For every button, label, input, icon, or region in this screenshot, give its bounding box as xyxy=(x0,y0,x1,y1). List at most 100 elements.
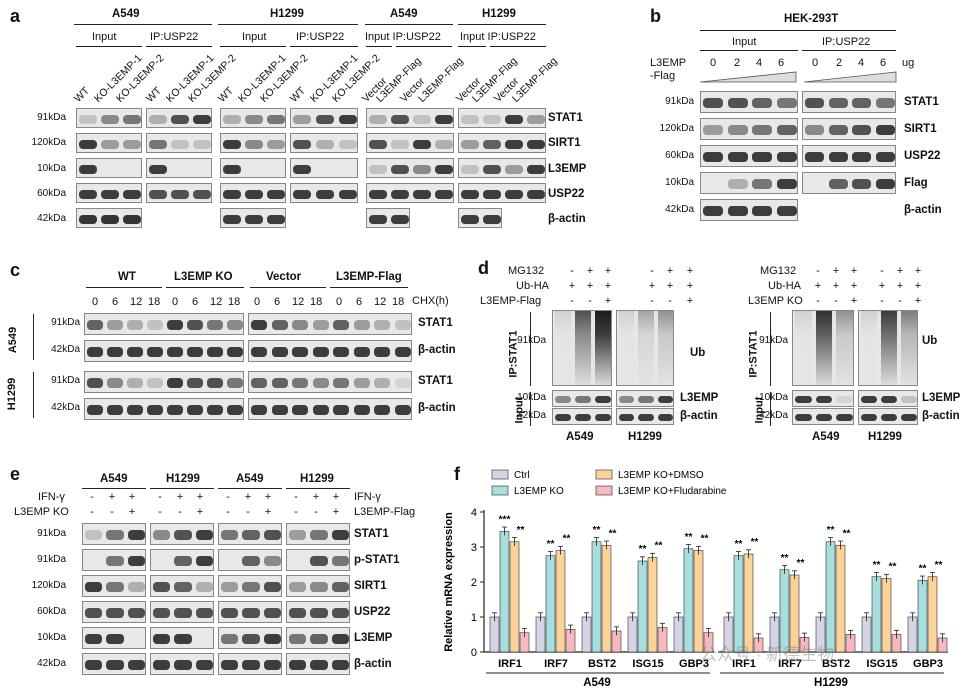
lane-wt: WT xyxy=(71,84,92,105)
blot-panel xyxy=(286,549,350,571)
panel-b-dose-4b: 4 xyxy=(858,57,865,69)
d-sign: + xyxy=(666,265,674,277)
panel-a-input-2: Input xyxy=(242,31,267,43)
e-sign: + xyxy=(244,491,252,503)
legend-swatch xyxy=(595,469,613,480)
e-marker: 60kDa xyxy=(37,606,66,617)
d-sign: + xyxy=(832,265,840,277)
blot-band xyxy=(338,189,357,199)
mw-10: 10kDa xyxy=(37,163,66,174)
e-group-2: H1299 xyxy=(166,473,200,485)
blot-band xyxy=(555,413,571,422)
d-sign: + xyxy=(850,265,858,277)
blot-panel xyxy=(458,108,546,128)
blot-panel xyxy=(84,398,244,420)
blot-band xyxy=(147,378,163,388)
blot-band xyxy=(413,189,431,199)
blot-panel xyxy=(150,523,214,545)
prot-l3emp: L3EMP xyxy=(548,163,587,175)
blot-band xyxy=(171,139,189,149)
blot-panel xyxy=(290,108,358,128)
mw-120: 120kDa xyxy=(31,137,66,148)
blot-band xyxy=(171,189,189,199)
blot-band xyxy=(505,114,523,124)
sig-label: ** xyxy=(701,534,709,545)
blot-panel xyxy=(458,133,546,153)
d-sign: - xyxy=(650,265,654,277)
d-sign: + xyxy=(914,280,922,292)
blot-band xyxy=(527,189,545,199)
e-row-ifn: IFN-γ xyxy=(38,491,65,503)
sig-label: ** xyxy=(935,560,943,571)
blot-band xyxy=(195,556,213,566)
ub-smear xyxy=(881,311,897,385)
e-group-3: A549 xyxy=(236,473,264,485)
blot-panel xyxy=(150,653,214,675)
group-label: H1299 xyxy=(814,677,848,689)
blot-band xyxy=(331,660,349,670)
blot-panel xyxy=(150,627,214,649)
blot-panel xyxy=(82,601,146,623)
blot-band xyxy=(618,413,635,422)
blot-panel xyxy=(286,627,350,649)
blot-band xyxy=(271,405,288,415)
bar xyxy=(861,616,872,653)
d-sign: + xyxy=(814,280,822,292)
blot-band xyxy=(315,189,335,199)
bar xyxy=(733,555,744,653)
blot-band xyxy=(527,139,545,149)
panel-c-label: c xyxy=(10,260,21,280)
e-protein: β-actin xyxy=(354,658,392,670)
blot-band xyxy=(293,164,312,174)
blot-band xyxy=(292,320,309,330)
y-tick-label: 1 xyxy=(471,612,477,624)
blot-band xyxy=(147,320,163,330)
blot-band xyxy=(836,395,853,404)
e-sign: + xyxy=(196,491,204,503)
c-prot-4: β-actin xyxy=(418,402,456,414)
d-sign: + xyxy=(896,280,904,292)
blot-band xyxy=(483,214,501,224)
blot-band xyxy=(727,98,748,108)
d-row-mg132: MG132 xyxy=(508,265,545,277)
blot-band xyxy=(703,206,724,216)
blot-band xyxy=(310,582,328,592)
blot-band xyxy=(187,320,203,330)
e-sign: - xyxy=(110,506,114,518)
blot-band xyxy=(221,660,239,670)
blot-band xyxy=(527,114,545,124)
blot-band xyxy=(87,378,103,388)
blot-band xyxy=(727,206,748,216)
watermark: 公众号 · 新德生物 xyxy=(700,645,835,664)
panel-a-ip-1: IP:USP22 xyxy=(150,31,199,43)
blot-band xyxy=(752,125,773,135)
panel-a-ip-2: IP:USP22 xyxy=(296,31,345,43)
e-marker: 91kDa xyxy=(37,554,66,565)
blot-band xyxy=(187,405,203,415)
blot-band xyxy=(107,320,123,330)
blot-band xyxy=(435,139,453,149)
blot-band xyxy=(242,530,260,540)
blot-panel xyxy=(700,91,798,113)
blot-panel xyxy=(220,208,286,228)
d-sign: + xyxy=(914,265,922,277)
blot-band xyxy=(315,139,335,149)
blot-band xyxy=(207,405,223,415)
blot-band xyxy=(101,189,119,199)
blot-panel xyxy=(220,108,286,128)
d-rrow-mg132: MG132 xyxy=(760,265,797,277)
sig-label: ** xyxy=(827,525,835,536)
blot-band xyxy=(223,114,241,124)
panel-a-cell-a549: A549 xyxy=(112,8,140,20)
blot-panel xyxy=(700,145,798,167)
c-time-label: 6 xyxy=(274,296,281,308)
b-prot-usp22: USP22 xyxy=(904,150,941,162)
blot-band xyxy=(353,405,370,415)
blot-band xyxy=(828,98,848,108)
c-cell-a549: A549 xyxy=(7,326,20,354)
panel-b-dose-6b: 6 xyxy=(880,57,887,69)
blot-band xyxy=(263,660,281,670)
blot-band xyxy=(875,152,895,162)
blot-band xyxy=(331,556,349,566)
blot-band xyxy=(267,189,285,199)
